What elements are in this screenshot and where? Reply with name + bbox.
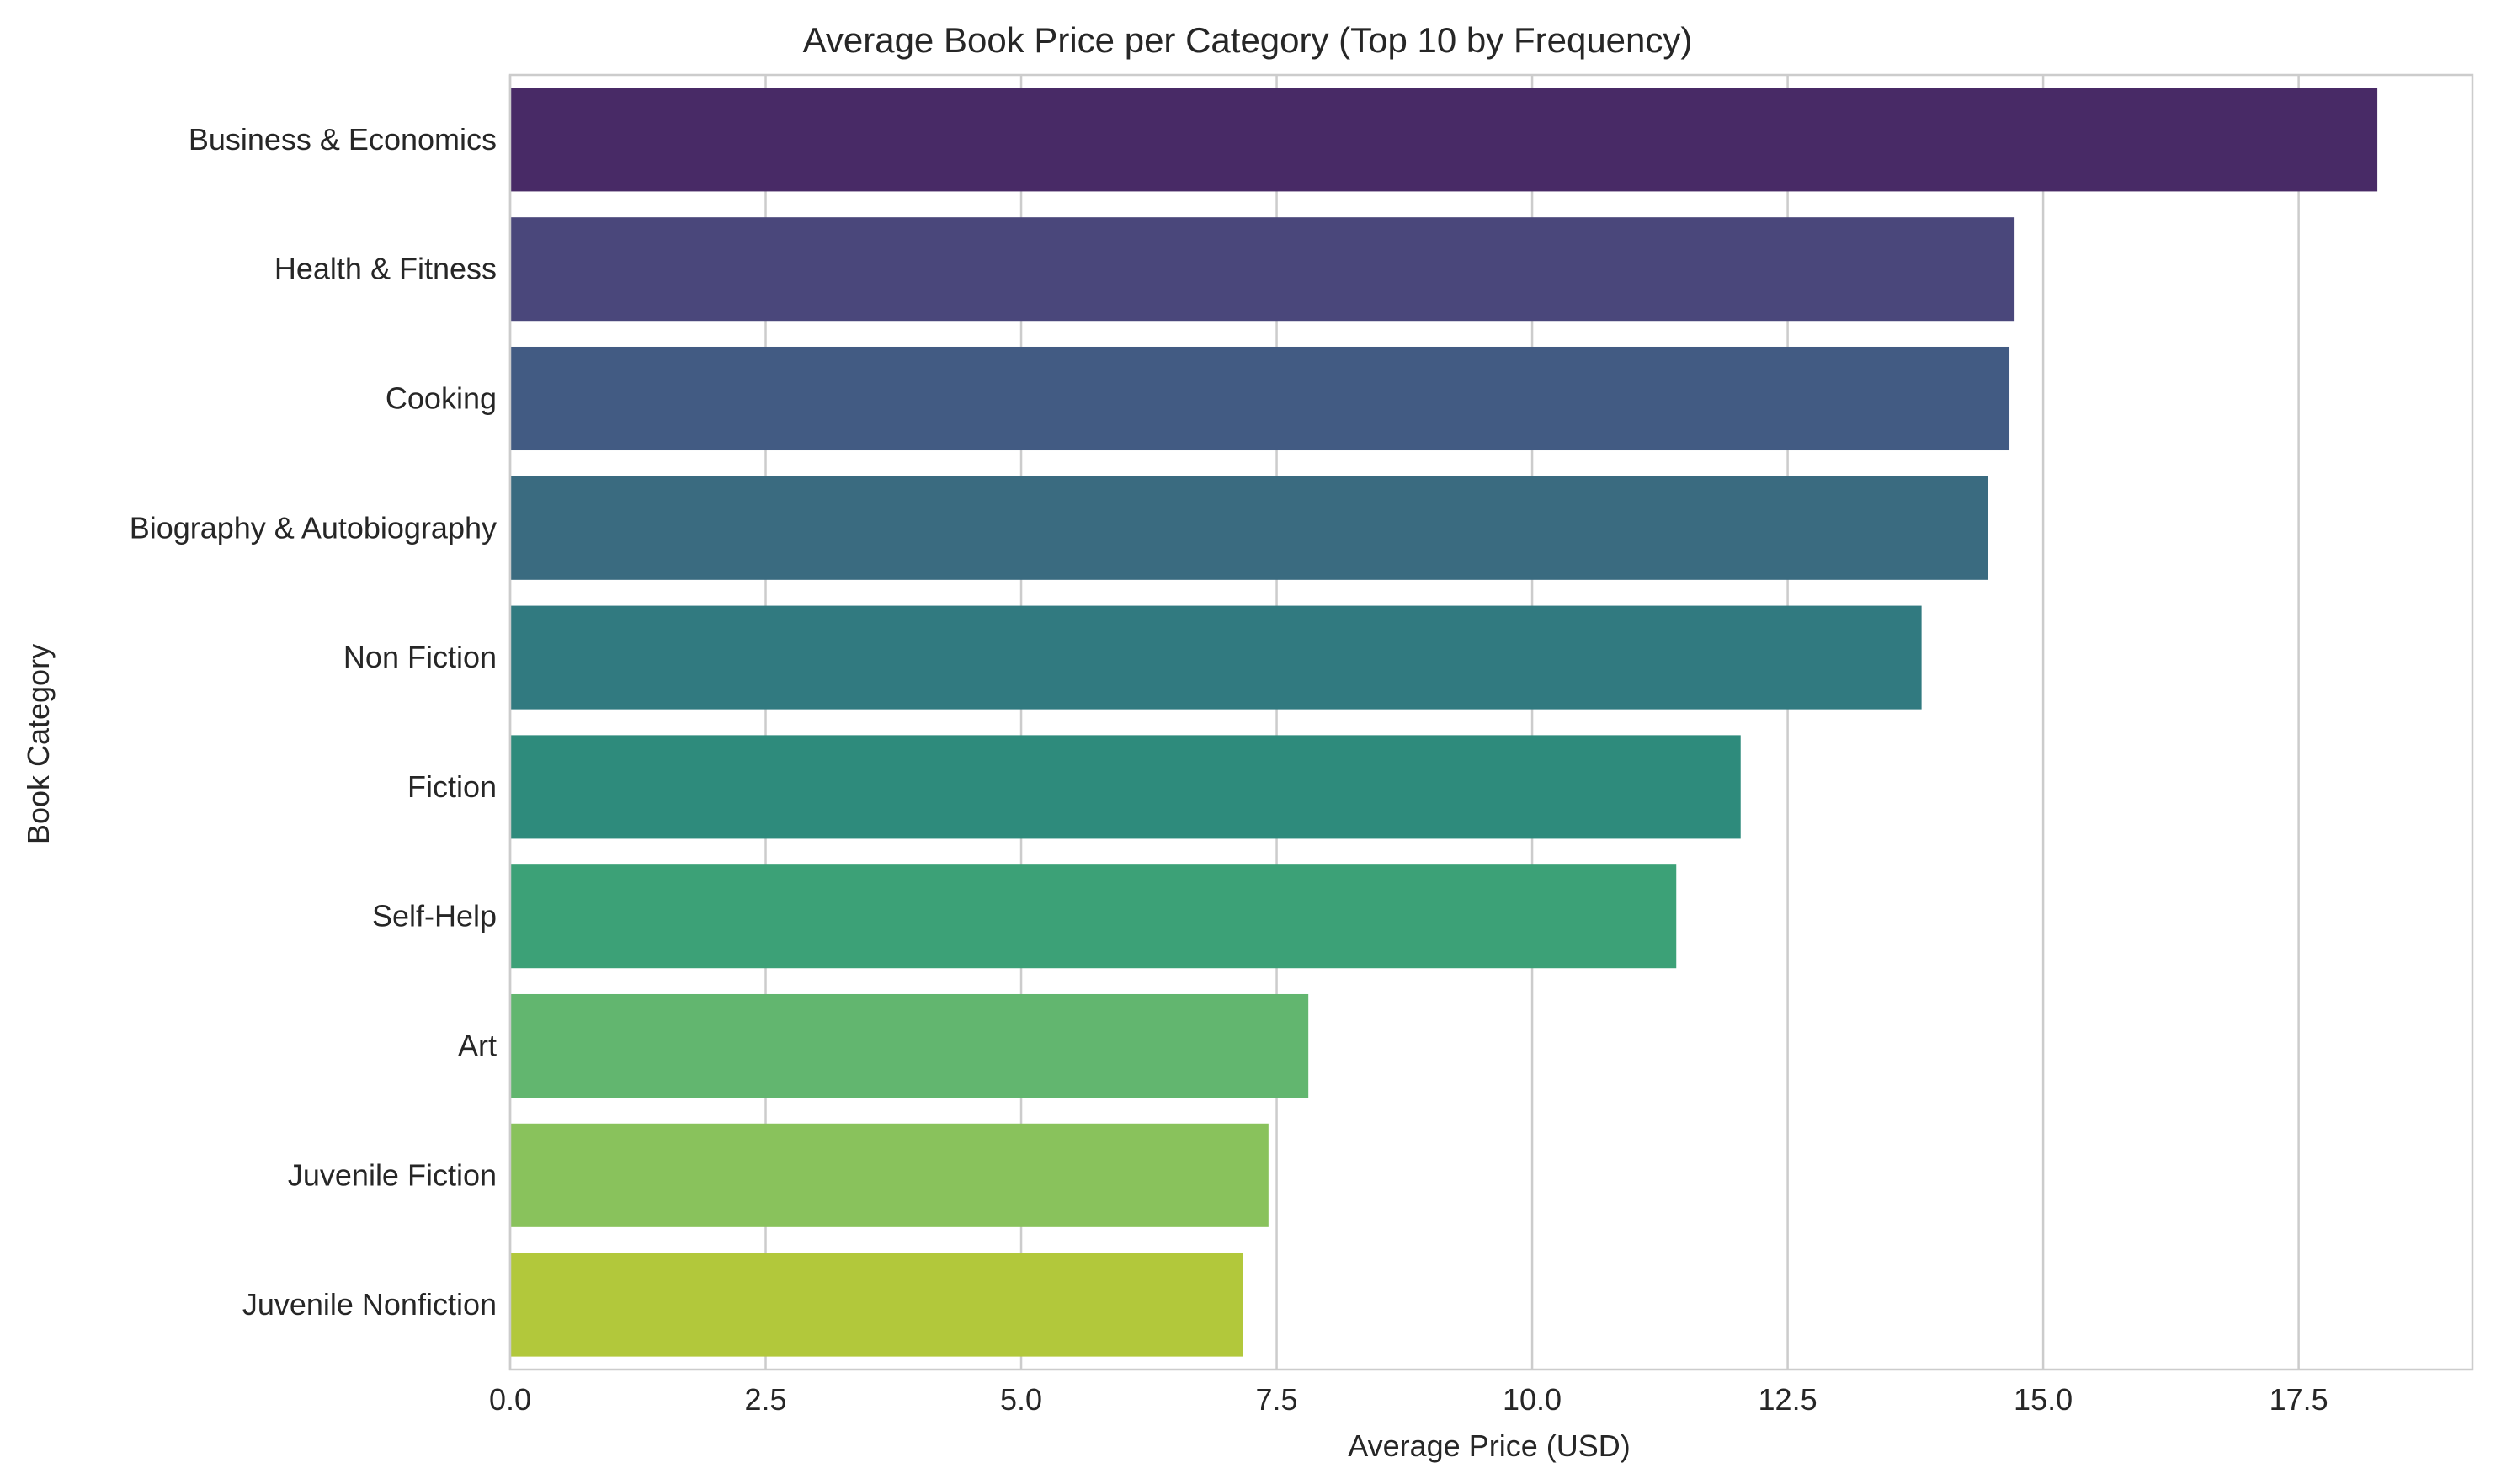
bar [510, 1123, 1269, 1227]
plot-frame [508, 73, 2474, 1371]
bar [510, 346, 2010, 451]
chart-title: Average Book Price per Category (Top 10 … [803, 20, 1693, 60]
y-tick-label: Fiction [407, 769, 497, 804]
y-tick-label: Health & Fitness [274, 252, 497, 286]
x-tick-label: 5.0 [1000, 1382, 1042, 1417]
y-tick-label: Self-Help [372, 899, 497, 933]
x-tick-labels: 0.0 2.5 5.0 7.5 10.0 12.5 15.0 17.5 [489, 1382, 2328, 1417]
y-axis-label: Book Category [21, 644, 56, 844]
bar [510, 1253, 1243, 1357]
x-tick-label: 17.5 [2270, 1382, 2328, 1417]
y-tick-label: Juvenile Fiction [288, 1157, 497, 1192]
y-tick-label: Cooking [386, 381, 497, 416]
bar [510, 217, 2015, 322]
y-tick-labels: Business & Economics Health & Fitness Cook… [130, 122, 497, 1322]
bar [510, 993, 1309, 1098]
x-tick-label: 10.0 [1503, 1382, 1562, 1417]
x-axis-label: Average Price (USD) [1348, 1428, 1630, 1463]
bar [510, 864, 1677, 969]
y-tick-label: Biography & Autobiography [130, 510, 497, 545]
bar [510, 88, 2378, 192]
y-tick-label: Juvenile Nonfiction [242, 1287, 497, 1322]
bar [510, 476, 1988, 580]
y-tick-label: Non Fiction [343, 640, 497, 674]
x-tick-label: 2.5 [744, 1382, 786, 1417]
x-tick-label: 0.0 [489, 1382, 531, 1417]
y-tick-label: Art [458, 1029, 497, 1063]
bar [510, 605, 1922, 710]
bars [510, 88, 2378, 1357]
y-tick-label: Business & Economics [189, 122, 497, 157]
bar [510, 735, 1741, 839]
x-tick-label: 12.5 [1759, 1382, 1817, 1417]
x-tick-label: 15.0 [2014, 1382, 2073, 1417]
x-tick-label: 7.5 [1256, 1382, 1298, 1417]
